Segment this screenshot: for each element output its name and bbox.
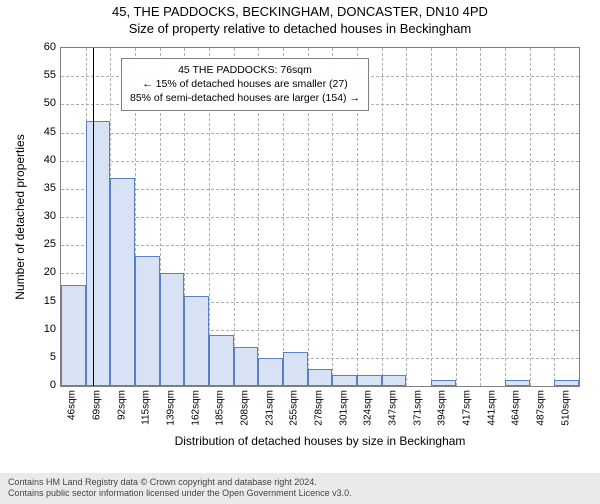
gridline-h — [61, 189, 579, 190]
histogram-bar — [308, 369, 333, 386]
annotation-line: 85% of semi-detached houses are larger (… — [130, 91, 360, 105]
annotation-line: ← 15% of detached houses are smaller (27… — [130, 77, 360, 91]
y-tick-label: 45 — [16, 126, 56, 138]
y-tick-label: 5 — [16, 351, 56, 363]
y-tick-label: 30 — [16, 210, 56, 222]
x-tick-label: 301sqm — [338, 390, 349, 426]
x-tick-label: 464sqm — [511, 390, 522, 426]
gridline-h — [61, 245, 579, 246]
gridline-v — [554, 48, 555, 386]
histogram-bar — [234, 347, 259, 386]
histogram-bar — [61, 285, 86, 386]
x-tick-label: 394sqm — [437, 390, 448, 426]
x-tick-label: 347sqm — [388, 390, 399, 426]
reference-line — [93, 48, 94, 386]
y-tick-label: 20 — [16, 266, 56, 278]
y-tick-label: 40 — [16, 154, 56, 166]
gridline-h — [61, 217, 579, 218]
x-tick-label: 92sqm — [116, 390, 127, 420]
gridline-v — [431, 48, 432, 386]
histogram-bar — [382, 375, 407, 386]
histogram-bar — [357, 375, 382, 386]
chart-container: Number of detached properties 45 THE PAD… — [0, 42, 600, 442]
gridline-v — [382, 48, 383, 386]
gridline-v — [456, 48, 457, 386]
x-tick-label: 510sqm — [560, 390, 571, 426]
y-tick-label: 60 — [16, 41, 56, 53]
page-title-subtitle: Size of property relative to detached ho… — [0, 21, 600, 36]
x-tick-label: 185sqm — [215, 390, 226, 426]
histogram-bar — [86, 121, 111, 386]
y-tick-label: 50 — [16, 97, 56, 109]
histogram-bar — [160, 273, 185, 386]
gridline-h — [61, 133, 579, 134]
footer-line-1: Contains HM Land Registry data © Crown c… — [8, 477, 592, 488]
x-tick-label: 69sqm — [92, 390, 103, 420]
footer-attribution: Contains HM Land Registry data © Crown c… — [0, 473, 600, 504]
y-tick-label: 0 — [16, 379, 56, 391]
x-tick-label: 487sqm — [536, 390, 547, 426]
gridline-h — [61, 161, 579, 162]
y-tick-label: 55 — [16, 69, 56, 81]
x-tick-label: 255sqm — [289, 390, 300, 426]
x-tick-label: 441sqm — [486, 390, 497, 426]
x-tick-label: 278sqm — [314, 390, 325, 426]
histogram-bar — [431, 380, 456, 386]
x-tick-label: 231sqm — [264, 390, 275, 426]
x-tick-label: 162sqm — [190, 390, 201, 426]
annotation-box: 45 THE PADDOCKS: 76sqm← 15% of detached … — [121, 58, 369, 111]
gridline-v — [505, 48, 506, 386]
x-tick-label: 46sqm — [67, 390, 78, 420]
plot-area: 45 THE PADDOCKS: 76sqm← 15% of detached … — [60, 47, 580, 387]
gridline-v — [530, 48, 531, 386]
x-tick-label: 139sqm — [166, 390, 177, 426]
x-tick-label: 371sqm — [412, 390, 423, 426]
x-tick-label: 208sqm — [240, 390, 251, 426]
y-tick-label: 25 — [16, 238, 56, 250]
y-tick-label: 15 — [16, 295, 56, 307]
gridline-v — [480, 48, 481, 386]
x-tick-label: 324sqm — [363, 390, 374, 426]
histogram-bar — [505, 380, 530, 386]
annotation-line: 45 THE PADDOCKS: 76sqm — [130, 63, 360, 77]
histogram-bar — [184, 296, 209, 386]
y-tick-label: 10 — [16, 323, 56, 335]
histogram-bar — [135, 256, 160, 386]
histogram-bar — [110, 178, 135, 386]
x-tick-label: 115sqm — [141, 390, 152, 425]
y-tick-label: 35 — [16, 182, 56, 194]
histogram-bar — [258, 358, 283, 386]
gridline-v — [406, 48, 407, 386]
histogram-bar — [554, 380, 579, 386]
page-title-address: 45, THE PADDOCKS, BECKINGHAM, DONCASTER,… — [0, 4, 600, 19]
histogram-bar — [332, 375, 357, 386]
x-axis-label: Distribution of detached houses by size … — [60, 434, 580, 448]
footer-line-2: Contains public sector information licen… — [8, 488, 592, 499]
histogram-bar — [209, 335, 234, 386]
x-tick-label: 417sqm — [462, 390, 473, 426]
histogram-bar — [283, 352, 308, 386]
